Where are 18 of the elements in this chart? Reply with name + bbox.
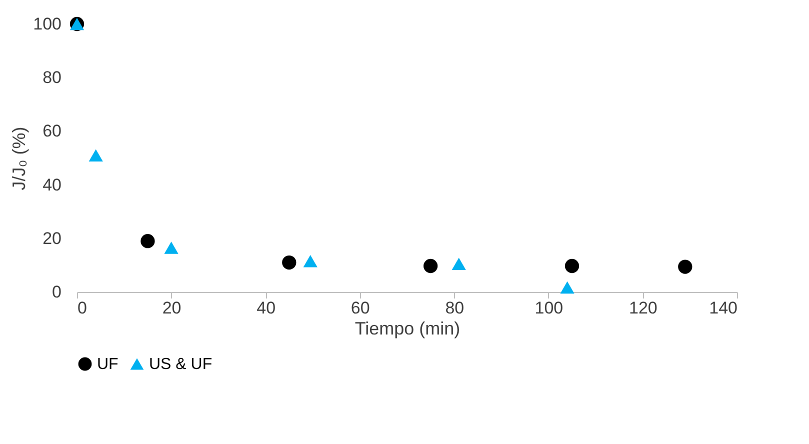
x-tick-label: 40	[256, 298, 276, 318]
y-axis-title: J/J₀ (%)	[9, 126, 30, 190]
x-tick-label: 140	[709, 298, 738, 318]
x-tick-label: 60	[350, 298, 370, 318]
x-tick-label: 100	[534, 298, 564, 318]
y-tick-label: 80	[42, 68, 62, 88]
y-tick-label: 0	[52, 282, 62, 302]
x-tick-label: 120	[629, 298, 658, 318]
y-tick-label: 60	[42, 122, 62, 141]
y-tick-label: 40	[42, 175, 62, 194]
legend-label: US & UF	[149, 356, 212, 373]
x-tick-label: 80	[445, 298, 464, 318]
legend-label: UF	[97, 356, 119, 373]
y-tick-label: 20	[42, 228, 62, 248]
x-axis-title: Tiempo (min)	[354, 318, 460, 338]
x-tick-label: 20	[162, 298, 182, 318]
x-tick-label: 0	[78, 298, 87, 318]
y-tick-label: 100	[33, 14, 62, 34]
